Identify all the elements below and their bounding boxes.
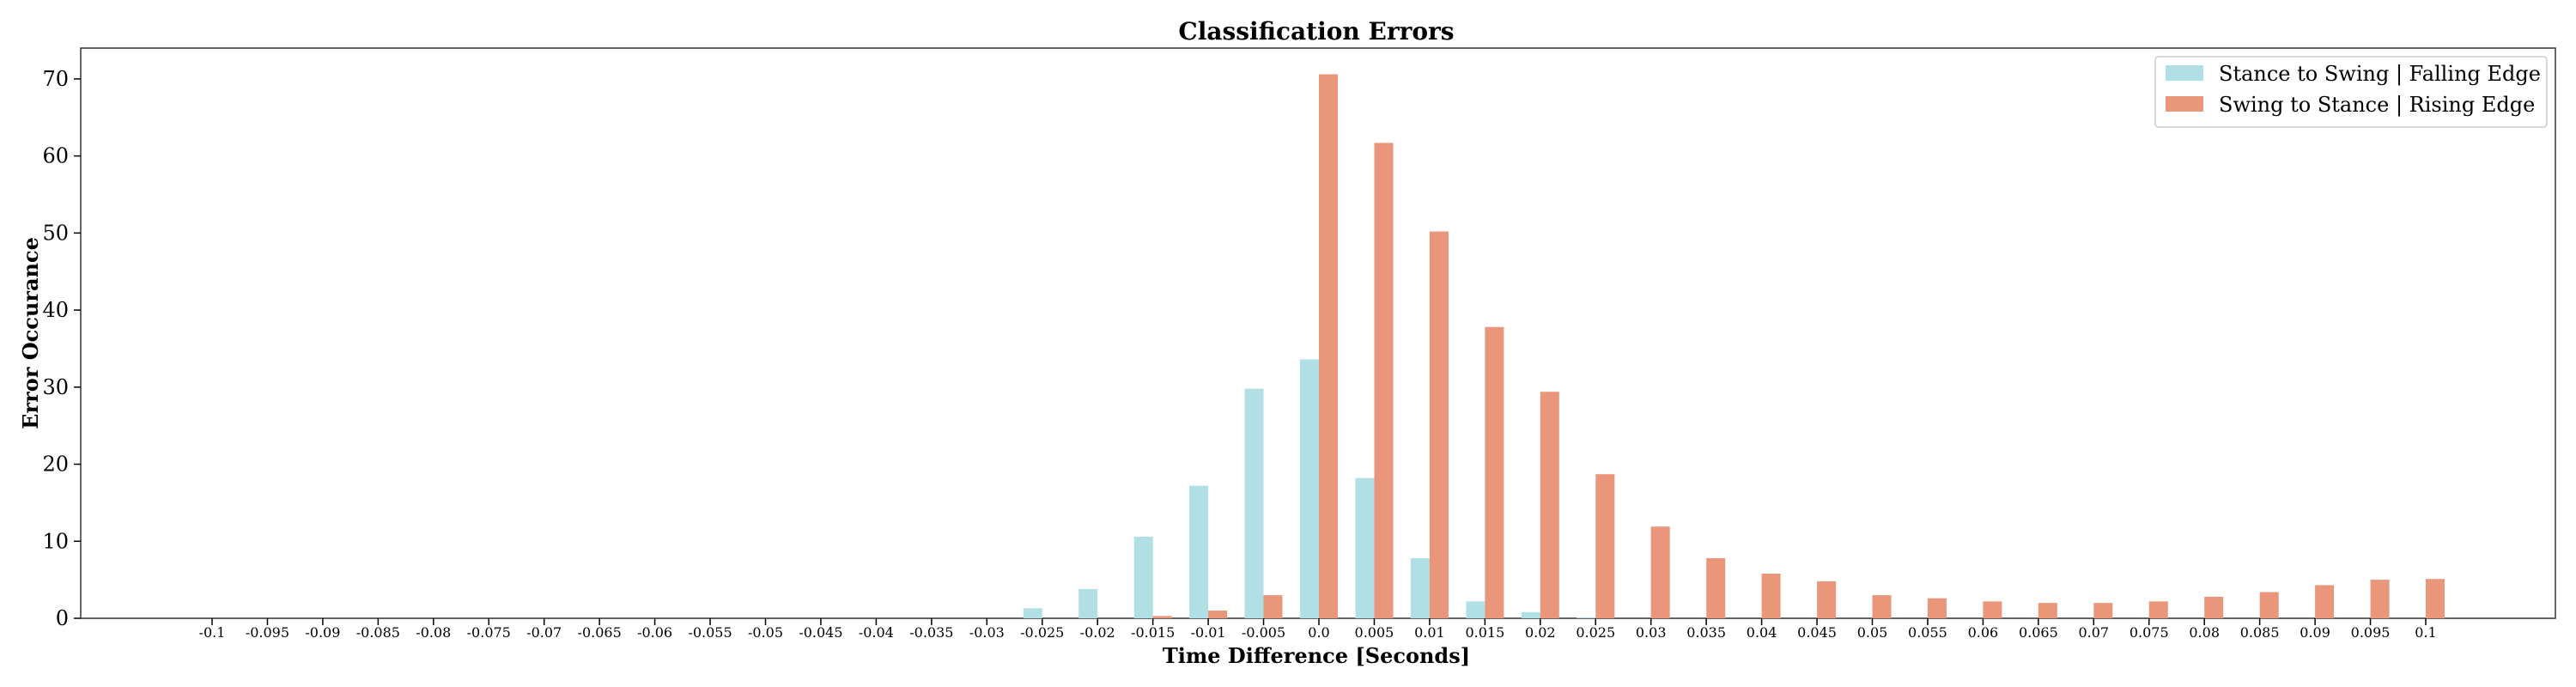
bar-s0-0-025 <box>1023 608 1042 618</box>
x-tick-label-0-1: -0.1 <box>199 624 226 641</box>
legend-label-stance-to-swing: Stance to Swing | Falling Edge <box>2219 62 2541 87</box>
bars-swing-to-stance <box>1152 74 2445 618</box>
bar-s1-0-05 <box>1872 595 1892 618</box>
x-tick-label-0-015: -0.015 <box>1131 624 1175 641</box>
bar-s1-0-09 <box>2315 585 2335 618</box>
x-tick-label-0-08: -0.08 <box>416 624 451 641</box>
bar-s1-0-015 <box>1485 326 1504 618</box>
bar-s1-0-07 <box>2093 603 2113 618</box>
bar-s1-0-015 <box>1152 616 1172 618</box>
x-tick-label-0-085: -0.085 <box>356 624 400 641</box>
bar-s1-0-0 <box>1319 74 1338 618</box>
bars-stance-to-swing <box>1023 359 1596 618</box>
bar-s1-0-095 <box>2370 580 2390 618</box>
x-tick-label-0-06: -0.06 <box>637 624 672 641</box>
x-tick-label-0-055: -0.055 <box>688 624 732 641</box>
legend-frame <box>2154 56 2548 128</box>
x-tick-label-0-02: 0.02 <box>1525 624 1556 641</box>
x-tick-label-0-04: -0.04 <box>859 624 894 641</box>
bar-s1-0-075 <box>2148 601 2168 618</box>
x-tick-label-0-05: 0.05 <box>1857 624 1888 641</box>
bar-s1-0-08 <box>2204 596 2224 618</box>
chart-title: Classification Errors <box>1178 17 1454 46</box>
x-tick-label-0-06: 0.06 <box>1968 624 1999 641</box>
x-tick-label-0-05: -0.05 <box>748 624 783 641</box>
bar-s0-0-025 <box>1577 617 1596 618</box>
x-tick-label-0-07: -0.07 <box>526 624 562 641</box>
x-tick-label-0-02: -0.02 <box>1080 624 1115 641</box>
legend-swatch-stance-to-swing <box>2166 65 2203 81</box>
x-tick-label-0-03: 0.03 <box>1636 624 1667 641</box>
x-axis-ticks: -0.1 -0.095 -0.09 -0.085 -0.08 -0.075 -0.07 -0.… <box>199 618 2437 641</box>
y-tick-label-50: 50 <box>42 221 69 245</box>
bar-s1-0-06 <box>1983 601 2002 618</box>
bar-s1-0-085 <box>2259 592 2279 618</box>
y-tick-label-60: 60 <box>42 144 69 168</box>
y-tick-label-10: 10 <box>42 529 69 553</box>
x-tick-label-0-1: 0.1 <box>2415 624 2436 641</box>
x-axis-label: Time Difference [Seconds] <box>1163 643 1470 668</box>
x-tick-label-0-095: 0.095 <box>2351 624 2391 641</box>
bar-s1-0-035 <box>1706 558 1726 618</box>
x-tick-label-0-07: 0.07 <box>2078 624 2109 641</box>
y-tick-label-30: 30 <box>42 375 69 399</box>
bar-s1-0-1 <box>2426 579 2445 618</box>
bar-s0-0-015 <box>1466 601 1485 618</box>
y-tick-label-20: 20 <box>42 453 69 477</box>
x-tick-label-0-09: -0.09 <box>305 624 340 641</box>
bar-s1-0-04 <box>1761 574 1781 618</box>
x-tick-label-0-095: -0.095 <box>246 624 289 641</box>
bar-s1-0-03 <box>1650 526 1670 618</box>
x-tick-label-0-025: -0.025 <box>1020 624 1064 641</box>
bar-s1-0-055 <box>1927 598 1947 618</box>
y-axis-label: Error Occurance <box>18 237 43 429</box>
bar-s0-0-01 <box>1410 558 1430 618</box>
x-tick-label-0-065: -0.065 <box>578 624 622 641</box>
x-tick-label-0-0: 0.0 <box>1308 624 1329 641</box>
bar-s0-0-015 <box>1133 536 1153 618</box>
x-tick-label-0-075: -0.075 <box>467 624 511 641</box>
bar-s1-0-045 <box>1817 581 1837 618</box>
bar-s0-0-005 <box>1355 477 1375 618</box>
y-tick-label-70: 70 <box>42 67 69 91</box>
x-tick-label-0-015: 0.015 <box>1465 624 1504 641</box>
bar-s1-0-005 <box>1374 143 1394 618</box>
legend: Stance to Swing | Falling Edge Swing to … <box>2154 56 2548 128</box>
bar-s1-0-01 <box>1429 231 1449 618</box>
x-tick-label-0-01: 0.01 <box>1414 624 1445 641</box>
y-tick-label-0: 0 <box>56 606 69 630</box>
x-tick-label-0-035: -0.035 <box>909 624 953 641</box>
x-tick-label-0-035: 0.035 <box>1686 624 1726 641</box>
legend-label-swing-to-stance: Swing to Stance | Rising Edge <box>2219 93 2535 118</box>
bar-s1-0-025 <box>1595 474 1615 618</box>
bar-s0-0-02 <box>1078 588 1098 618</box>
y-axis-ticks: 0 10 20 30 40 50 60 70 <box>42 67 81 630</box>
bar-s1-0-005 <box>1263 595 1283 618</box>
x-tick-label-0-005: -0.005 <box>1242 624 1285 641</box>
y-tick-label-40: 40 <box>42 298 69 322</box>
x-tick-label-0-025: 0.025 <box>1576 624 1615 641</box>
x-tick-label-0-005: 0.005 <box>1355 624 1394 641</box>
x-tick-label-0-045: 0.045 <box>1797 624 1837 641</box>
x-tick-label-0-01: -0.01 <box>1191 624 1226 641</box>
bar-s0-0-0 <box>1300 359 1319 618</box>
bar-s1-0-01 <box>1208 611 1228 618</box>
x-tick-label-0-055: 0.055 <box>1908 624 1947 641</box>
x-tick-label-0-08: 0.08 <box>2189 624 2220 641</box>
x-tick-label-0-045: -0.045 <box>799 624 842 641</box>
x-tick-label-0-085: 0.085 <box>2240 624 2280 641</box>
x-tick-label-0-03: -0.03 <box>969 624 1005 641</box>
x-tick-label-0-065: 0.065 <box>2019 624 2058 641</box>
legend-swatch-swing-to-stance <box>2166 96 2203 112</box>
bar-s1-0-02 <box>1540 392 1559 618</box>
bar-s1-0-065 <box>2038 603 2057 618</box>
bar-s0-0-01 <box>1189 485 1209 618</box>
x-tick-label-0-075: 0.075 <box>2129 624 2169 641</box>
x-tick-label-0-09: 0.09 <box>2300 624 2330 641</box>
x-tick-label-0-04: 0.04 <box>1747 624 1777 641</box>
bar-s0-0-005 <box>1244 388 1264 618</box>
bar-s0-0-02 <box>1521 611 1540 618</box>
